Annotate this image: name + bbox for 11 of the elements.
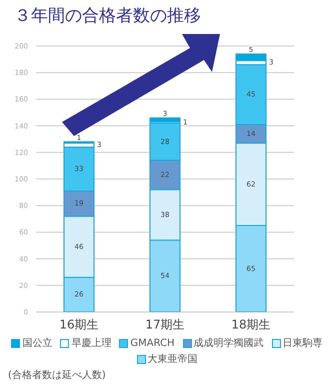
x-tick-label: 17期生 bbox=[145, 318, 185, 332]
text: (合格者数は延べ人数) bbox=[7, 368, 107, 382]
legend-label: 日東駒専 bbox=[282, 336, 323, 350]
x-tick-label: 16期生 bbox=[59, 318, 99, 332]
legend-label: GMARCH bbox=[129, 336, 175, 350]
chart-title: ３年間の合格者数の推移 bbox=[13, 5, 202, 28]
legend-label: 大東亜帝国 bbox=[146, 352, 198, 366]
legend-label: 早慶上理 bbox=[70, 336, 112, 350]
legend-label: 成成明学獨國武 bbox=[192, 336, 264, 350]
legend-label: 国公立 bbox=[21, 336, 52, 350]
x-tick-label: 18期生 bbox=[231, 318, 271, 332]
